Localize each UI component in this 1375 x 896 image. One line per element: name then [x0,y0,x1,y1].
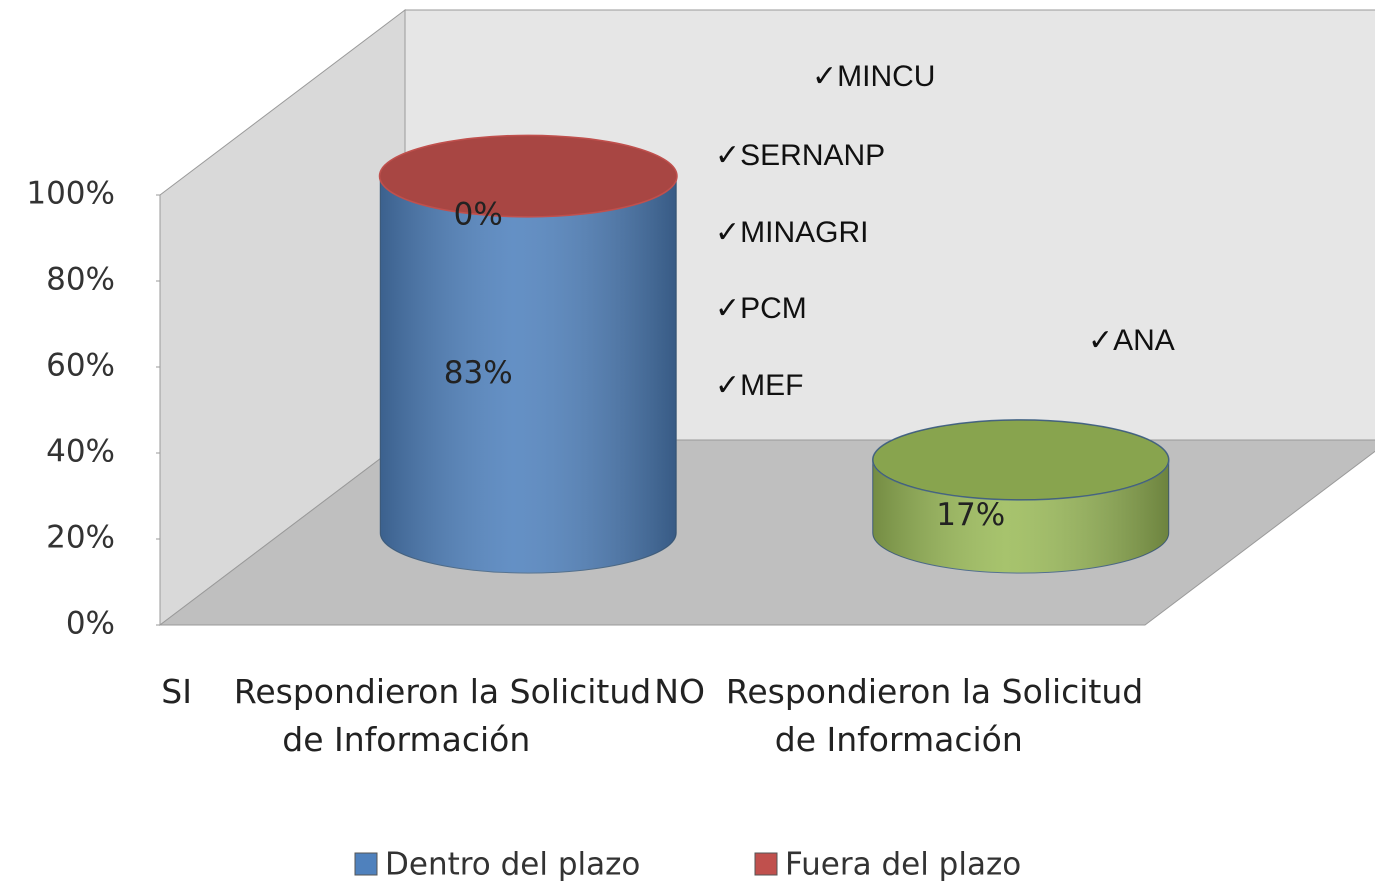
x-tick-label-box: SI Respondieron la Solicitud de Informac… [161,672,662,759]
cylinder-top-shade [872,419,1169,500]
x-tick-label: NO Respondieron la Solicitud de Informac… [654,672,1154,759]
value-label: 83% [444,355,513,391]
annotation: ✓SERNANP [715,139,885,172]
legend-swatch [754,852,778,876]
x-tick-label: SI Respondieron la Solicitud de Informac… [161,672,662,759]
y-tick-label: 60% [46,348,115,384]
y-tick-label: 100% [26,176,115,212]
annotation: ✓ANA [1088,324,1175,357]
legend-label: Dentro del plazo [385,847,640,883]
cylinder-top [378,134,678,218]
y-tick-label: 0% [66,606,115,642]
value-label: 17% [936,497,1005,533]
cylinder-top-shade [380,136,677,217]
y-tick-label: 20% [46,520,115,556]
cylinder-top [872,419,1170,501]
annotation: ✓MEF [715,369,803,402]
annotation: ✓MINCU [812,60,935,93]
cylinder-shade [380,176,677,573]
annotation: ✓PCM [715,292,807,325]
legend-swatch [354,852,378,876]
x-tick-label-box: NO Respondieron la Solicitud de Informac… [654,672,1154,759]
y-tick-label: 40% [46,434,115,470]
legend-label: Fuera del plazo [785,847,1021,883]
cylinder: 17% [872,419,1170,574]
y-tick-label: 80% [46,262,115,298]
cylinder: 0% [378,134,678,233]
annotation: ✓MINAGRI [715,216,868,249]
value-label: 0% [454,197,503,233]
